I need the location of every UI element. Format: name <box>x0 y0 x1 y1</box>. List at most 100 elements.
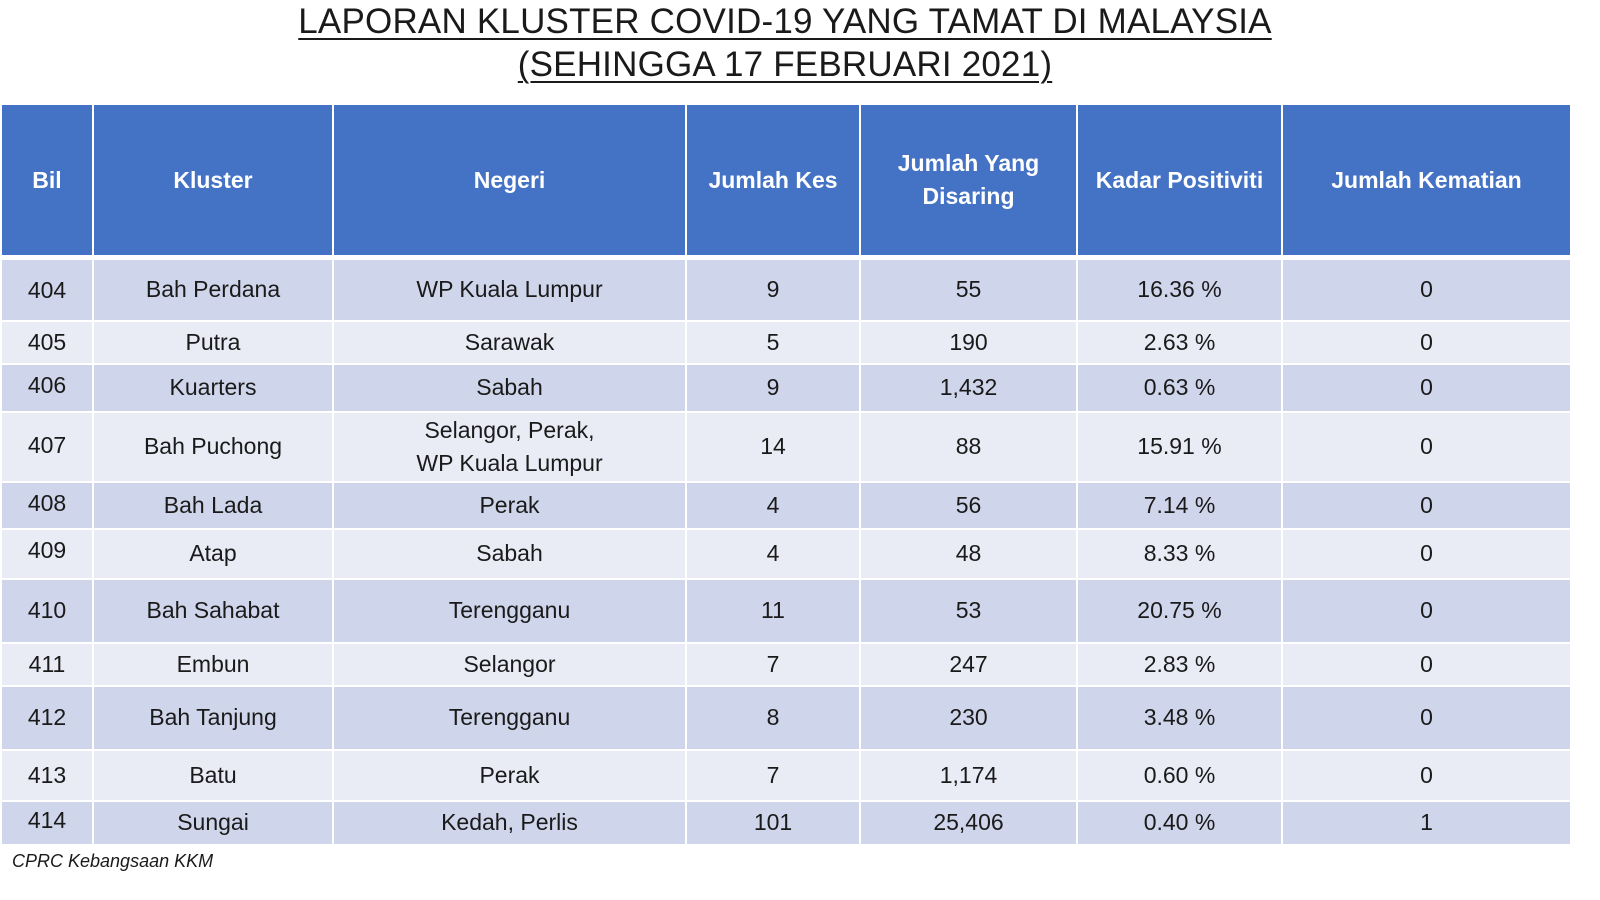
cell-jumlah-kematian: 0 <box>1281 684 1572 751</box>
cell-kluster: Atap <box>92 527 334 580</box>
cell-kluster: Sungai <box>92 799 334 846</box>
cell-kadar-positiviti: 20.75 % <box>1076 577 1283 644</box>
cell-jumlah-kes: 9 <box>685 256 861 322</box>
cell-bil: 405 <box>0 319 94 365</box>
table-row: 404 Bah Perdana WP Kuala Lumpur 9 55 16.… <box>0 256 1572 322</box>
cell-jumlah-kematian: 0 <box>1281 410 1572 483</box>
cell-kadar-positiviti: 2.83 % <box>1076 641 1283 687</box>
cell-kadar-positiviti: 7.14 % <box>1076 480 1283 530</box>
table-row: 412 Bah Tanjung Terengganu 8 230 3.48 % … <box>0 684 1572 751</box>
cell-jumlah-disaring: 25,406 <box>859 799 1078 846</box>
column-header-jumlah-kematian: Jumlah Kematian <box>1281 103 1572 260</box>
cell-jumlah-disaring: 53 <box>859 577 1078 644</box>
title-line-2: (SEHINGGA 17 FEBRUARI 2021) <box>517 45 1053 84</box>
cell-bil: 412 <box>0 684 94 751</box>
cell-jumlah-disaring: 1,174 <box>859 748 1078 802</box>
cell-jumlah-disaring: 88 <box>859 410 1078 483</box>
cell-kadar-positiviti: 0.60 % <box>1076 748 1283 802</box>
table-row: 413 Batu Perak 7 1,174 0.60 % 0 <box>0 748 1572 802</box>
cluster-table: Bil Kluster Negeri Jumlah Kes Jumlah Yan… <box>0 103 1572 846</box>
cell-negeri: Terengganu <box>332 577 687 644</box>
cell-kadar-positiviti: 0.63 % <box>1076 362 1283 413</box>
cell-bil: 409 <box>0 527 94 580</box>
cell-bil: 410 <box>0 577 94 644</box>
cell-jumlah-disaring: 190 <box>859 319 1078 365</box>
cell-jumlah-disaring: 247 <box>859 641 1078 687</box>
cell-bil: 406 <box>0 362 94 413</box>
table-row: 408 Bah Lada Perak 4 56 7.14 % 0 <box>0 480 1572 530</box>
cell-kluster: Putra <box>92 319 334 365</box>
cell-jumlah-kematian: 0 <box>1281 480 1572 530</box>
cell-kluster: Bah Tanjung <box>92 684 334 751</box>
report-title: LAPORAN KLUSTER COVID-19 YANG TAMAT DI M… <box>0 0 1570 86</box>
cell-jumlah-kes: 9 <box>685 362 861 413</box>
cell-kadar-positiviti: 2.63 % <box>1076 319 1283 365</box>
column-header-kluster: Kluster <box>92 103 334 260</box>
cell-jumlah-kematian: 0 <box>1281 319 1572 365</box>
cell-jumlah-kematian: 0 <box>1281 256 1572 322</box>
cell-kluster: Embun <box>92 641 334 687</box>
cell-jumlah-kematian: 0 <box>1281 362 1572 413</box>
cell-jumlah-kematian: 0 <box>1281 527 1572 580</box>
cell-jumlah-disaring: 56 <box>859 480 1078 530</box>
cell-jumlah-kes: 5 <box>685 319 861 365</box>
cell-negeri: WP Kuala Lumpur <box>332 256 687 322</box>
cell-jumlah-disaring: 230 <box>859 684 1078 751</box>
cell-negeri: Kedah, Perlis <box>332 799 687 846</box>
column-header-kadar-positiviti: Kadar Positiviti <box>1076 103 1283 260</box>
cell-kluster: Bah Lada <box>92 480 334 530</box>
cell-kadar-positiviti: 3.48 % <box>1076 684 1283 751</box>
cell-kluster: Kuarters <box>92 362 334 413</box>
cell-kluster: Bah Perdana <box>92 256 334 322</box>
cell-jumlah-disaring: 55 <box>859 256 1078 322</box>
cell-jumlah-kes: 7 <box>685 748 861 802</box>
cell-kadar-positiviti: 16.36 % <box>1076 256 1283 322</box>
cell-negeri: Sabah <box>332 527 687 580</box>
cell-kluster: Bah Sahabat <box>92 577 334 644</box>
cell-negeri: Sabah <box>332 362 687 413</box>
cell-negeri: Perak <box>332 748 687 802</box>
table-row: 409 Atap Sabah 4 48 8.33 % 0 <box>0 527 1572 580</box>
cell-negeri: Selangor <box>332 641 687 687</box>
cell-negeri: Terengganu <box>332 684 687 751</box>
cell-negeri: Perak <box>332 480 687 530</box>
cell-bil: 413 <box>0 748 94 802</box>
cell-jumlah-kes: 101 <box>685 799 861 846</box>
cell-jumlah-kes: 14 <box>685 410 861 483</box>
cell-jumlah-kes: 4 <box>685 527 861 580</box>
cell-kadar-positiviti: 0.40 % <box>1076 799 1283 846</box>
table-row: 414 Sungai Kedah, Perlis 101 25,406 0.40… <box>0 799 1572 846</box>
cell-jumlah-kematian: 0 <box>1281 577 1572 644</box>
cell-bil: 407 <box>0 410 94 483</box>
cell-jumlah-kematian: 0 <box>1281 641 1572 687</box>
cell-jumlah-kes: 4 <box>685 480 861 530</box>
cell-jumlah-disaring: 1,432 <box>859 362 1078 413</box>
table-row: 407 Bah Puchong Selangor, Perak, WP Kual… <box>0 410 1572 483</box>
cell-jumlah-kes: 8 <box>685 684 861 751</box>
cell-bil: 411 <box>0 641 94 687</box>
table-row: 411 Embun Selangor 7 247 2.83 % 0 <box>0 641 1572 687</box>
column-header-jumlah-kes: Jumlah Kes <box>685 103 861 260</box>
cell-kadar-positiviti: 8.33 % <box>1076 527 1283 580</box>
table-header-row: Bil Kluster Negeri Jumlah Kes Jumlah Yan… <box>0 103 1572 260</box>
cell-kluster: Batu <box>92 748 334 802</box>
title-line-1: LAPORAN KLUSTER COVID-19 YANG TAMAT DI M… <box>298 2 1272 41</box>
cell-jumlah-kematian: 0 <box>1281 748 1572 802</box>
cell-bil: 408 <box>0 480 94 530</box>
cell-jumlah-kes: 11 <box>685 577 861 644</box>
cell-negeri: Sarawak <box>332 319 687 365</box>
table-row: 406 Kuarters Sabah 9 1,432 0.63 % 0 <box>0 362 1572 413</box>
cell-bil: 404 <box>0 256 94 322</box>
cell-kluster: Bah Puchong <box>92 410 334 483</box>
table-row: 410 Bah Sahabat Terengganu 11 53 20.75 %… <box>0 577 1572 644</box>
cell-negeri: Selangor, Perak, WP Kuala Lumpur <box>332 410 687 483</box>
cell-jumlah-kematian: 1 <box>1281 799 1572 846</box>
table-row: 405 Putra Sarawak 5 190 2.63 % 0 <box>0 319 1572 365</box>
column-header-negeri: Negeri <box>332 103 687 260</box>
column-header-bil: Bil <box>0 103 94 260</box>
cell-kadar-positiviti: 15.91 % <box>1076 410 1283 483</box>
cell-jumlah-disaring: 48 <box>859 527 1078 580</box>
cell-jumlah-kes: 7 <box>685 641 861 687</box>
source-footer: CPRC Kebangsaan KKM <box>12 851 214 871</box>
